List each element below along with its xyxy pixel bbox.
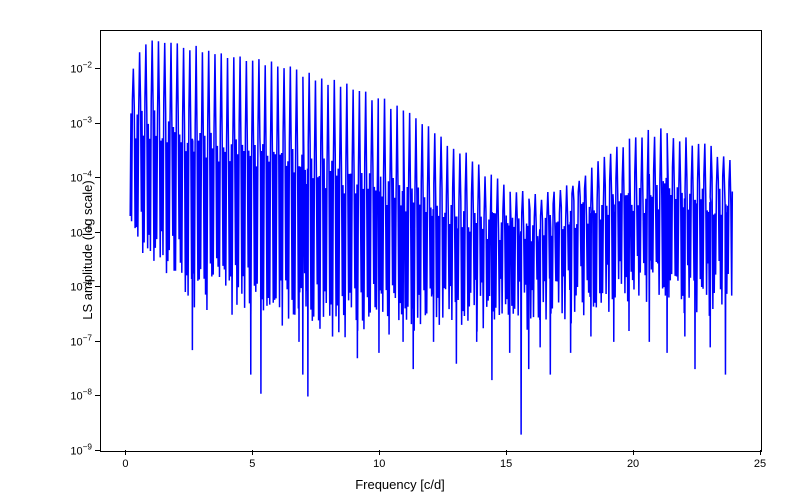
y-axis-label: LS amplitude (log scale) bbox=[80, 180, 95, 319]
x-axis-label: Frequency [c/d] bbox=[355, 477, 445, 492]
y-tick-label: 10−8 bbox=[70, 388, 92, 403]
y-tick-label: 10−7 bbox=[70, 334, 92, 349]
y-tick bbox=[95, 232, 100, 233]
x-tick-label: 10 bbox=[373, 458, 385, 470]
periodogram-chart: Frequency [c/d] LS amplitude (log scale)… bbox=[0, 0, 800, 500]
x-tick-label: 5 bbox=[249, 458, 255, 470]
x-tick bbox=[252, 450, 253, 455]
x-tick-label: 0 bbox=[122, 458, 128, 470]
y-tick bbox=[95, 450, 100, 451]
y-tick bbox=[95, 395, 100, 396]
plot-area bbox=[100, 30, 762, 452]
x-tick bbox=[506, 450, 507, 455]
x-tick-label: 15 bbox=[500, 458, 512, 470]
y-tick bbox=[95, 177, 100, 178]
y-tick-label: 10−2 bbox=[70, 61, 92, 76]
y-tick-label: 10−5 bbox=[70, 224, 92, 239]
y-tick bbox=[95, 123, 100, 124]
x-tick bbox=[760, 450, 761, 455]
x-tick bbox=[379, 450, 380, 455]
x-tick-label: 25 bbox=[754, 458, 766, 470]
y-tick-label: 10−9 bbox=[70, 443, 92, 458]
y-tick-label: 10−3 bbox=[70, 115, 92, 130]
spectrum-line bbox=[101, 31, 761, 451]
y-tick bbox=[95, 341, 100, 342]
spectrum-path bbox=[130, 40, 732, 434]
y-tick-label: 10−6 bbox=[70, 279, 92, 294]
x-tick-label: 20 bbox=[627, 458, 639, 470]
x-tick bbox=[633, 450, 634, 455]
y-tick bbox=[95, 68, 100, 69]
y-tick-label: 10−4 bbox=[70, 170, 92, 185]
x-tick bbox=[125, 450, 126, 455]
y-tick bbox=[95, 286, 100, 287]
